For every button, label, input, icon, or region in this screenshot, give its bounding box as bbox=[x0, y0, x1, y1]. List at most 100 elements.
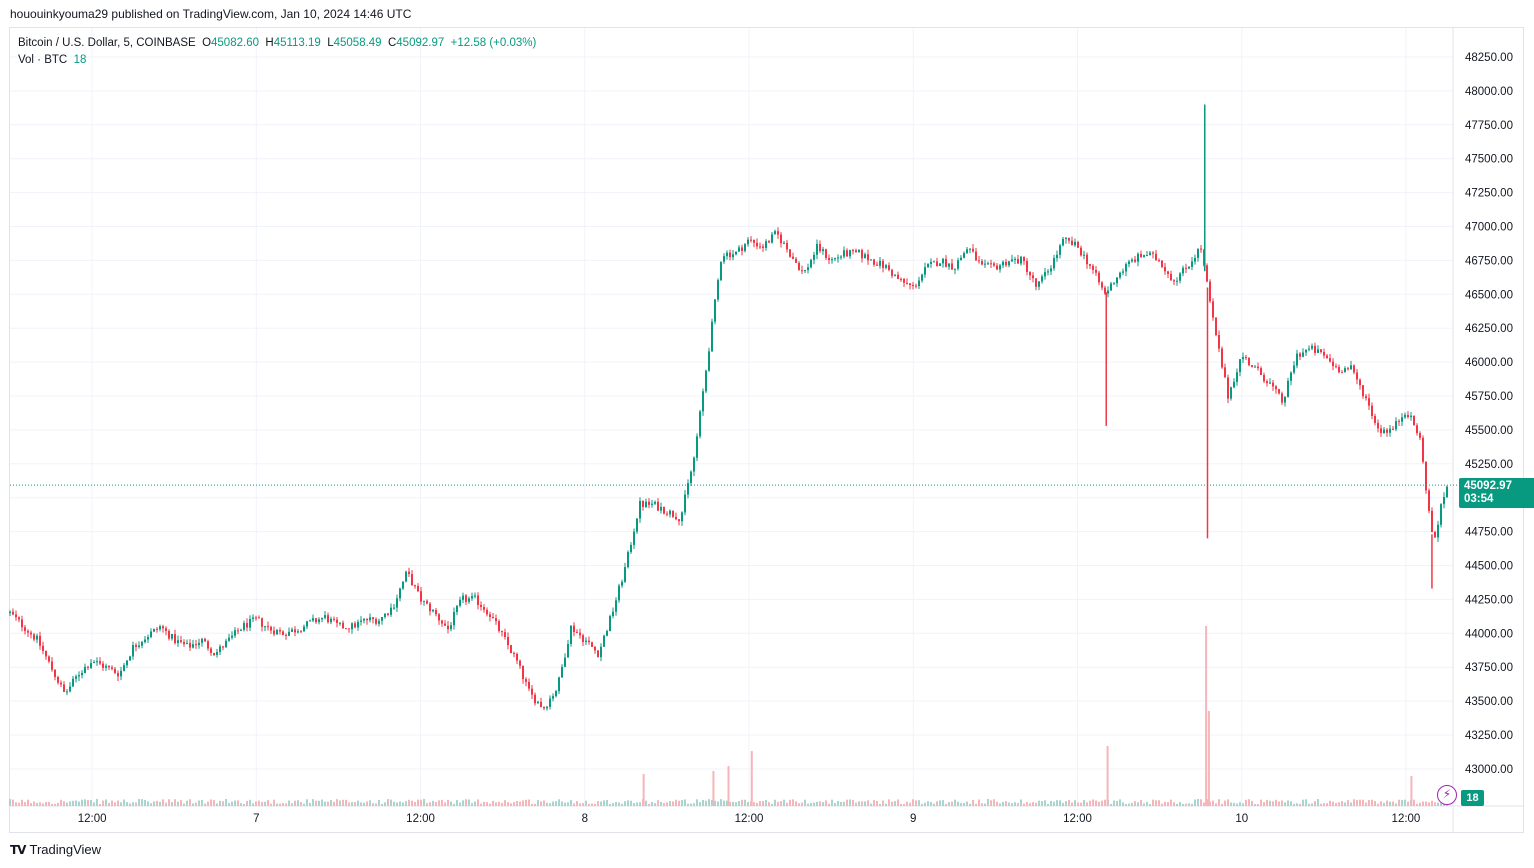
candle-body bbox=[855, 250, 857, 253]
candle-body bbox=[84, 666, 86, 673]
volume-tag: 18 bbox=[1461, 790, 1484, 806]
volume-bar bbox=[90, 799, 92, 806]
candle-body bbox=[45, 650, 47, 657]
time-tick-label: 10 bbox=[1235, 813, 1248, 825]
price-tick-label: 46000.00 bbox=[1465, 357, 1513, 369]
candle-body bbox=[609, 616, 611, 631]
candle-body bbox=[834, 258, 836, 260]
candle-body bbox=[306, 621, 308, 627]
candle-body bbox=[249, 619, 251, 628]
volume-bar bbox=[567, 802, 569, 806]
volume-bar bbox=[900, 803, 902, 806]
candle-body bbox=[291, 629, 293, 632]
candle-body bbox=[372, 617, 374, 620]
candle-body bbox=[1437, 524, 1439, 538]
volume-bar bbox=[195, 802, 197, 806]
volume-bar bbox=[1143, 803, 1145, 806]
volume-bar bbox=[1167, 802, 1169, 806]
volume-bar bbox=[888, 799, 890, 806]
candle-body bbox=[990, 263, 992, 265]
volume-bar bbox=[66, 802, 68, 806]
candle-body bbox=[723, 256, 725, 262]
candle-body bbox=[1020, 256, 1022, 264]
candle-body bbox=[183, 642, 185, 645]
candle-body bbox=[618, 585, 620, 601]
candle-body bbox=[600, 646, 602, 658]
volume-bar bbox=[654, 803, 656, 806]
volume-bar bbox=[1197, 799, 1199, 806]
candle-body bbox=[405, 571, 407, 582]
candle-body bbox=[1293, 365, 1295, 373]
candle-body bbox=[516, 653, 518, 661]
tradingview-footer[interactable]: 𝗧𝗩 TradingView bbox=[10, 842, 101, 857]
volume-bar bbox=[915, 800, 917, 806]
candle-body bbox=[636, 518, 638, 532]
candle-body bbox=[1008, 261, 1010, 266]
volume-bar bbox=[282, 803, 284, 806]
volume-bar bbox=[453, 803, 455, 806]
candle-body bbox=[342, 622, 344, 629]
volume-bar bbox=[1152, 799, 1154, 806]
volume-bar bbox=[1215, 803, 1217, 806]
volume-bar bbox=[504, 800, 506, 806]
volume-bar bbox=[411, 800, 413, 806]
candle-body bbox=[261, 618, 263, 627]
volume-bar bbox=[675, 799, 677, 806]
price-tick-label: 47000.00 bbox=[1465, 222, 1513, 234]
volume-bar bbox=[120, 802, 122, 806]
candle-body bbox=[924, 267, 926, 275]
candle-body bbox=[927, 263, 929, 268]
volume-bar bbox=[315, 800, 317, 806]
candle-body bbox=[804, 270, 806, 272]
volume-bar bbox=[480, 803, 482, 806]
volume-bar bbox=[945, 803, 947, 806]
volume-bar bbox=[513, 802, 515, 806]
candle-body bbox=[558, 677, 560, 692]
candle-body bbox=[1131, 259, 1133, 262]
candle-body bbox=[198, 642, 200, 646]
candle-body bbox=[900, 278, 902, 280]
volume-bar bbox=[1371, 799, 1373, 806]
candle-body bbox=[954, 268, 956, 270]
price-tick-label: 44500.00 bbox=[1465, 561, 1513, 573]
price-axis: 48250.00 48000.00 47750.00 47500.00 47250.00… bbox=[1465, 52, 1513, 776]
candle-body bbox=[1053, 258, 1055, 269]
volume-label[interactable]: Vol · BTC bbox=[18, 54, 68, 66]
candle-body bbox=[777, 231, 779, 235]
candle-body bbox=[711, 321, 713, 352]
volume-bar bbox=[342, 799, 344, 806]
volume-bar bbox=[522, 800, 524, 806]
volume-bar bbox=[312, 799, 314, 806]
candle-body bbox=[1362, 385, 1364, 397]
volume-bar bbox=[1053, 801, 1055, 806]
volume-bar bbox=[1224, 800, 1226, 806]
time-tick-label: 12:00 bbox=[735, 813, 764, 825]
volume-bar bbox=[435, 801, 437, 806]
candle-body bbox=[582, 635, 584, 642]
candle-body bbox=[627, 552, 629, 568]
candle-body bbox=[1083, 254, 1085, 256]
volume-bar bbox=[687, 803, 689, 806]
volume-bar bbox=[216, 803, 218, 806]
volume-bar bbox=[891, 801, 893, 806]
volume-bar bbox=[51, 803, 53, 806]
volume-value: 18 bbox=[73, 54, 87, 66]
candle-body bbox=[1245, 357, 1247, 359]
volume-bar bbox=[255, 801, 257, 806]
volume-bar bbox=[78, 801, 80, 806]
candle-body bbox=[978, 260, 980, 262]
symbol-name[interactable]: Bitcoin / U.S. Dollar, 5, COINBASE bbox=[18, 37, 196, 49]
candle-body bbox=[486, 609, 488, 615]
volume-bar bbox=[1209, 801, 1211, 806]
volume-bar bbox=[879, 803, 881, 806]
volume-bar bbox=[369, 800, 371, 806]
volume-bar bbox=[1419, 802, 1421, 806]
candle-body bbox=[33, 634, 35, 640]
volume-bar bbox=[1080, 802, 1082, 806]
candle-body bbox=[21, 619, 23, 628]
volume-bar bbox=[597, 801, 599, 806]
volume-bar bbox=[534, 803, 536, 806]
lightning-icon[interactable]: ⚡ bbox=[1437, 785, 1457, 805]
candle-body bbox=[1257, 366, 1259, 369]
